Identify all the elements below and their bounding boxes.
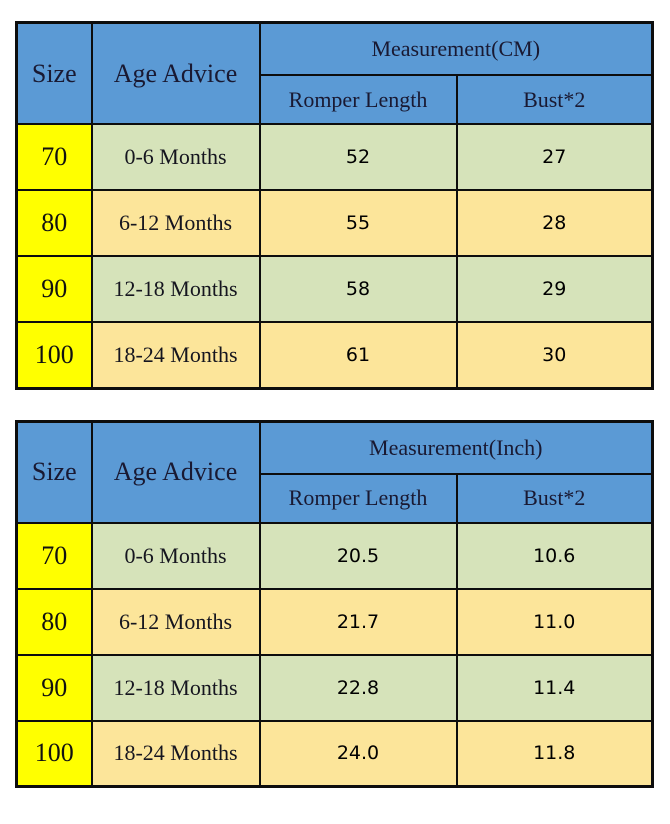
size-cell: 90 [15,255,93,323]
romper-length-cell: 52 [258,123,458,191]
header-row-top: Size Age Advice Measurement(CM) [15,21,654,125]
size-cell: 100 [15,321,93,389]
size-cell: 80 [15,587,93,656]
table-row: 90 12-18 Months 22.8 11.4 [15,653,654,722]
header-size: Size [15,420,93,524]
bust-cell: 30 [455,321,654,389]
header-row-top: Size Age Advice Measurement(Inch) [15,420,654,524]
age-cell: 6-12 Months [90,189,261,257]
romper-length-cell: 22.8 [258,653,458,722]
bust-cell: 27 [455,123,654,191]
age-cell: 0-6 Months [90,521,261,590]
size-cell: 70 [15,521,93,590]
bust-cell: 28 [455,189,654,257]
table-row: 80 6-12 Months 55 28 [15,189,654,257]
bust-cell: 11.4 [455,653,654,722]
header-romper-length: Romper Length [258,472,458,524]
age-cell: 18-24 Months [90,321,261,389]
header-row-sub: Romper Length Bust*2 [17,472,654,524]
table-row: 100 18-24 Months 24.0 11.8 [15,719,654,788]
bust-cell: 10.6 [455,521,654,590]
size-table-inch: Size Age Advice Measurement(Inch) Romper… [15,419,655,788]
romper-length-cell: 55 [258,189,458,257]
table-row: 70 0-6 Months 20.5 10.6 [15,521,654,590]
age-cell: 12-18 Months [90,653,261,722]
header-row-sub: Romper Length Bust*2 [17,74,654,125]
age-cell: 18-24 Months [90,719,261,788]
header-age-advice: Age Advice [90,21,261,125]
header-bust: Bust*2 [455,472,654,524]
header-measurement-inch: Measurement(Inch) [258,420,654,475]
size-cell: 90 [15,653,93,722]
bust-cell: 11.0 [455,587,654,656]
header-bust: Bust*2 [455,74,654,125]
table-row: 70 0-6 Months 52 27 [15,123,654,191]
bust-cell: 11.8 [455,719,654,788]
header-measurement-cm: Measurement(CM) [258,21,654,76]
size-table-cm: Size Age Advice Measurement(CM) Romper L… [15,21,654,390]
age-cell: 6-12 Months [90,587,261,656]
age-cell: 12-18 Months [90,255,261,323]
romper-length-cell: 21.7 [258,587,458,656]
bust-cell: 29 [455,255,654,323]
romper-length-cell: 58 [258,255,458,323]
age-cell: 0-6 Months [90,123,261,191]
romper-length-cell: 24.0 [258,719,458,788]
size-cell: 70 [15,123,93,191]
table-row: 80 6-12 Months 21.7 11.0 [15,587,654,656]
header-romper-length: Romper Length [258,74,458,125]
size-cell: 80 [15,189,93,257]
header-age-advice: Age Advice [90,420,261,524]
romper-length-cell: 20.5 [258,521,458,590]
table-row: 100 18-24 Months 61 30 [15,321,654,389]
romper-length-cell: 61 [258,321,458,389]
table-row: 90 12-18 Months 58 29 [15,255,654,323]
header-size: Size [15,21,93,125]
size-cell: 100 [15,719,93,788]
